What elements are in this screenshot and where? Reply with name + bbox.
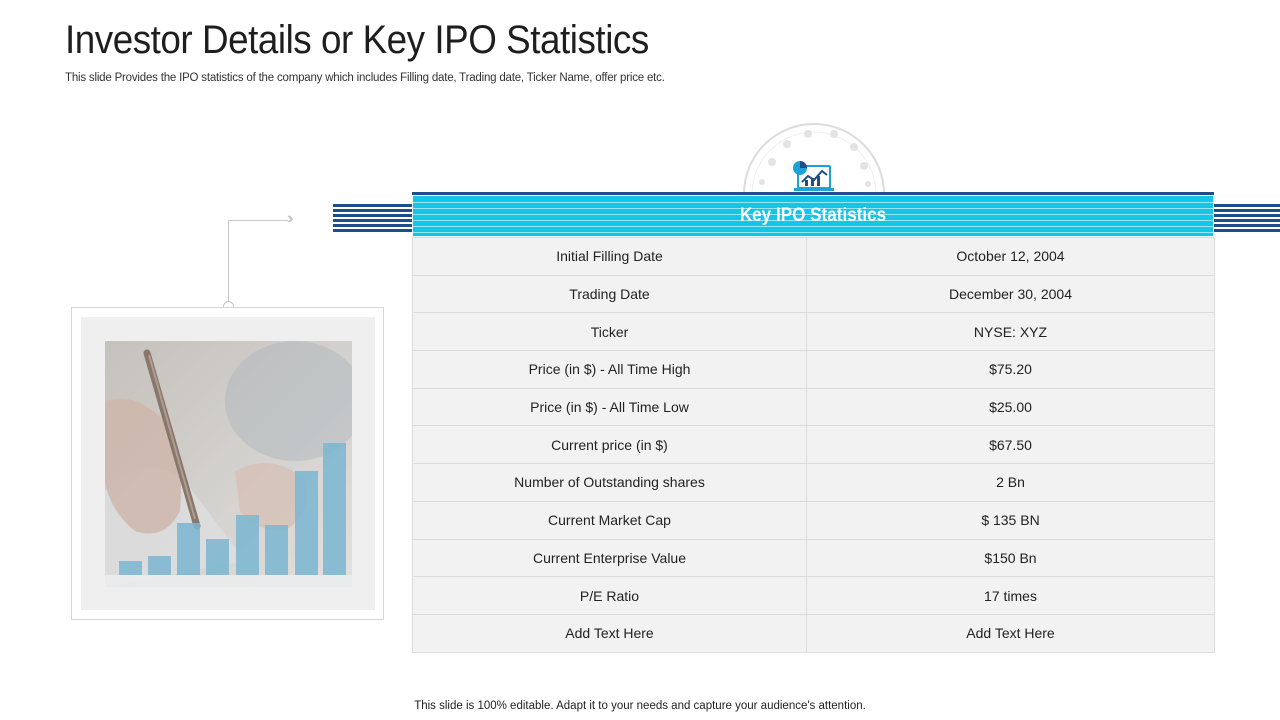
table-row: Current Enterprise Value $150 Bn [412,538,1215,578]
table-header-title: Key IPO Statistics [739,205,887,226]
row-value: October 12, 2004 [806,237,1215,276]
row-label: Price (in $) - All Time High [412,350,807,389]
ipo-table-body: Initial Filling Date October 12, 2004 Trad… [412,237,1215,653]
row-value: $67.50 [806,425,1215,465]
row-label: Trading Date [412,274,807,314]
table-row: Current price (in $) $67.50 [412,425,1215,465]
chart-laptop-icon [742,122,886,194]
table-row: Price (in $) - All Time Low $25.00 [412,387,1215,427]
table-row: Price (in $) - All Time High $75.20 [412,350,1215,389]
row-value: $ 135 BN [806,500,1215,540]
row-value: $75.20 [806,350,1215,389]
row-label: Current Market Cap [412,500,807,540]
row-label: Current price (in $) [412,425,807,465]
row-value: Add Text Here [806,613,1215,653]
table-row: Number of Outstanding shares 2 Bn [412,463,1215,502]
row-label: Add Text Here [412,613,807,653]
table-row: P/E Ratio 17 times [412,576,1215,615]
table-row: Ticker NYSE: XYZ [412,312,1215,352]
row-value: 17 times [806,576,1215,615]
table-header: Key IPO Statistics [412,195,1214,237]
row-label: Number of Outstanding shares [412,463,807,502]
chevron-arrows-icon: ››››› [287,210,293,227]
row-value: NYSE: XYZ [806,312,1215,352]
photo-frame [71,307,384,620]
row-value: December 30, 2004 [806,274,1215,314]
photo-mat [81,317,375,610]
slide-footer: This slide is 100% editable. Adapt it to… [414,700,866,712]
row-label: Initial Filling Date [412,237,807,276]
connector-line-vertical [228,220,229,302]
pen-and-bar-chart-photo [105,341,352,587]
table-row: Add Text Here Add Text Here [412,613,1215,653]
connector-line-horizontal [228,220,288,221]
slide-title: Investor Details or Key IPO Statistics [65,18,649,62]
row-value: $25.00 [806,387,1215,427]
row-label: Price (in $) - All Time Low [412,387,807,427]
row-value: $150 Bn [806,538,1215,578]
table-row: Current Market Cap $ 135 BN [412,500,1215,540]
ipo-statistics-table: Key IPO Statistics Initial Filling Date O… [412,192,1215,653]
left-stripe-decoration [333,204,413,234]
row-label: Ticker [412,312,807,352]
table-row: Initial Filling Date October 12, 2004 [412,237,1215,276]
row-label: P/E Ratio [412,576,807,615]
table-top-border [412,192,1214,195]
slide-subtitle: This slide Provides the IPO statistics o… [65,72,665,84]
right-stripe-decoration [1214,204,1280,234]
table-row: Trading Date December 30, 2004 [412,274,1215,314]
row-value: 2 Bn [806,463,1215,502]
row-label: Current Enterprise Value [412,538,807,578]
